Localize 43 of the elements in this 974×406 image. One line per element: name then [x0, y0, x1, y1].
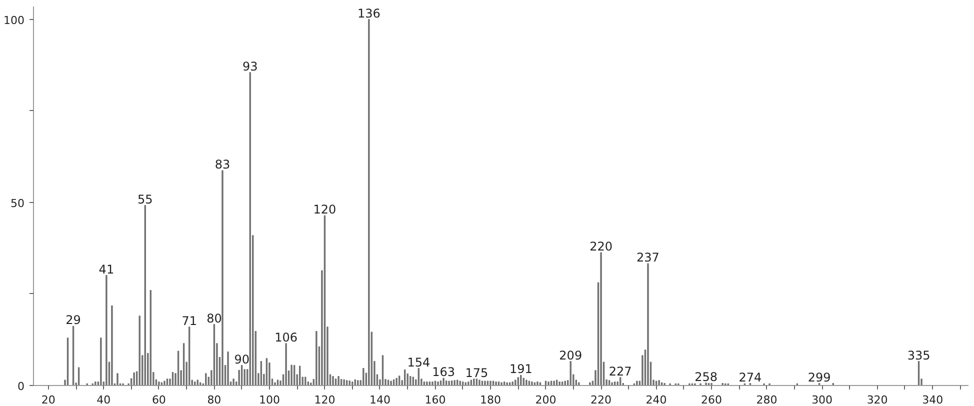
- x-tick-label: 160: [424, 394, 446, 406]
- x-tick-label: 340: [922, 394, 944, 406]
- annotation: 90: [234, 352, 250, 366]
- annotation: 83: [214, 158, 230, 172]
- x-tick-label: 60: [152, 394, 166, 406]
- annotation: 80: [206, 311, 222, 326]
- y-tick-label: 100: [4, 14, 25, 27]
- x-tick-label: 120: [314, 394, 336, 406]
- x-tick-label: 100: [258, 394, 280, 406]
- annotation: 299: [808, 370, 831, 384]
- annotation: 237: [636, 250, 660, 265]
- annotation: 71: [182, 314, 197, 328]
- x-tick-label: 200: [535, 394, 556, 406]
- annotation: 163: [432, 365, 455, 380]
- annotation: 106: [274, 330, 298, 344]
- x-tick-label: 20: [41, 394, 56, 406]
- annotation: 274: [738, 370, 762, 384]
- annotation: 41: [98, 262, 114, 276]
- x-tick-label: 300: [812, 394, 833, 406]
- annotation: 154: [407, 355, 430, 370]
- annotation: 93: [242, 59, 258, 74]
- x-tick-label: 320: [866, 394, 888, 406]
- annotation: 175: [465, 366, 488, 380]
- annotation: 55: [137, 192, 153, 206]
- x-tick-label: 240: [646, 394, 667, 406]
- y-tick-label: 50: [10, 196, 25, 210]
- x-tick-label: 80: [207, 394, 222, 406]
- annotation: 136: [357, 6, 380, 20]
- x-tick-label: 220: [590, 394, 612, 406]
- x-tick-label: 260: [701, 394, 722, 406]
- annotation: 220: [590, 240, 612, 254]
- annotation: 227: [608, 364, 632, 378]
- y-tick-label: 0: [18, 380, 24, 393]
- x-tick-label: 40: [96, 394, 111, 406]
- annotation: 29: [66, 313, 81, 328]
- x-tick-label: 140: [369, 394, 390, 406]
- annotation: 258: [694, 370, 718, 384]
- annotation: 209: [559, 348, 582, 362]
- x-tick-label: 280: [756, 394, 778, 406]
- x-tick-label: 180: [480, 394, 502, 406]
- annotation: 120: [313, 202, 336, 217]
- annotation: 335: [907, 348, 930, 362]
- annotation: 191: [509, 362, 532, 376]
